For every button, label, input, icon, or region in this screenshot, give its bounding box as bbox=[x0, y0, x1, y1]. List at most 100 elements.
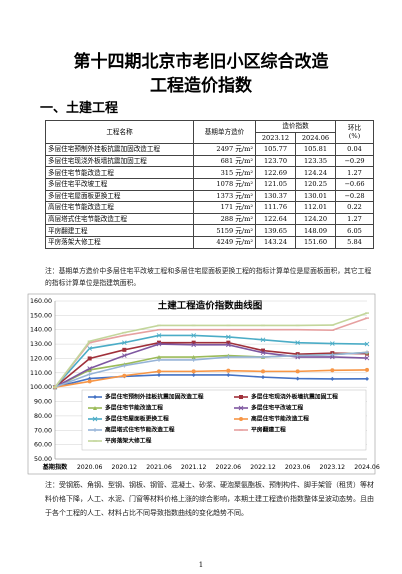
marker bbox=[261, 375, 265, 380]
table-cell: 123.70 bbox=[255, 154, 296, 168]
marker bbox=[156, 333, 162, 338]
marker bbox=[157, 372, 161, 377]
x-tick-label: 2022.12 bbox=[250, 464, 276, 471]
marker bbox=[191, 357, 196, 362]
table-cell: 5159 元/m² bbox=[193, 224, 256, 237]
table-cell: 1078 元/m² bbox=[193, 177, 256, 191]
table-cell: 0.22 bbox=[335, 201, 374, 214]
table-cell: 平房落架大修工程 bbox=[45, 235, 194, 249]
series-line bbox=[54, 334, 368, 388]
marker bbox=[156, 341, 162, 347]
x-tick-label: 2023.12 bbox=[320, 464, 346, 471]
table-cell: 288 元/m² bbox=[193, 212, 256, 226]
marker bbox=[226, 372, 231, 377]
marker bbox=[365, 350, 369, 355]
legend-label: 多层住宅预制外挂板抗震加固改造工程 bbox=[105, 393, 204, 401]
legend-marker bbox=[239, 417, 243, 421]
x-tick-label: 2021.12 bbox=[181, 464, 207, 471]
marker bbox=[191, 340, 196, 345]
y-tick-label: 110.00 bbox=[30, 370, 52, 377]
y-tick-label: 80.00 bbox=[34, 413, 52, 420]
table-cell: 171 元/m² bbox=[193, 201, 256, 214]
marker bbox=[226, 342, 231, 348]
header-cell: 造价指数 bbox=[255, 120, 336, 133]
legend-marker bbox=[239, 395, 243, 399]
table-cell: 多层住宅节能改造工程 bbox=[45, 166, 194, 179]
marker bbox=[295, 369, 300, 374]
table-cell: 高层塔式住宅节能改造工程 bbox=[45, 212, 194, 226]
series-line bbox=[54, 374, 368, 388]
x-tick-label: 2023.06 bbox=[285, 464, 311, 471]
y-tick-label: 130.00 bbox=[30, 341, 52, 348]
table-cell: 1.27 bbox=[335, 166, 374, 179]
marker bbox=[87, 367, 92, 372]
header-cell: 2024.06 bbox=[295, 131, 336, 145]
x-tick-label: 2020.06 bbox=[77, 464, 103, 471]
table-cell: 5.84 bbox=[335, 235, 374, 249]
x-tick-label: 2021.06 bbox=[146, 464, 172, 471]
title-line: 工程造价指数 bbox=[150, 76, 252, 96]
table-row: 多层住宅预制外挂板抗震加固改造工程 2497 元/m² 105.77 105.81 0.… bbox=[45, 143, 374, 156]
legend-marker bbox=[93, 406, 97, 410]
table-cell: 121.05 bbox=[255, 177, 296, 191]
table-cell: 139.65 bbox=[255, 224, 296, 237]
marker bbox=[87, 346, 92, 351]
marker bbox=[295, 353, 300, 358]
table-cell: 6.05 bbox=[335, 224, 374, 237]
header-cell: 工程名称 bbox=[45, 119, 194, 145]
marker bbox=[226, 334, 231, 340]
y-tick-label: 70.00 bbox=[34, 427, 52, 434]
chart: 土建工程造价指数曲线图 50.00 60.00 70.00 80.00 90.00 100… bbox=[27, 293, 380, 475]
marker bbox=[157, 355, 161, 360]
table-cell: 112.01 bbox=[295, 201, 336, 214]
marker bbox=[87, 376, 92, 381]
table-row: 多层住宅节能改造工程 315 元/m² 122.69 124.24 1.27 bbox=[45, 166, 374, 179]
marker bbox=[122, 363, 127, 368]
x-tick-label: 2024.06 bbox=[354, 464, 380, 471]
table-row: 平房翻建工程 5159 元/m² 139.65 148.09 6.05 bbox=[45, 224, 374, 237]
table-cell: 111.76 bbox=[255, 201, 296, 214]
marker bbox=[330, 368, 335, 373]
legend-label: 多层住宅屋面板更换工程 bbox=[105, 415, 169, 423]
y-tick-label: 160.00 bbox=[30, 298, 52, 305]
marker bbox=[87, 366, 92, 371]
x-tick-label: 2020.12 bbox=[112, 464, 138, 471]
legend-marker bbox=[93, 395, 97, 399]
legend-marker bbox=[92, 416, 98, 422]
chart-title: 土建工程造价指数曲线图 bbox=[158, 300, 263, 312]
header-row: 2023.12 2024.06 bbox=[46, 131, 374, 145]
series-line bbox=[54, 312, 368, 388]
index-table: 工程名称 基期单方造价 造价指数 环比 (%) 2023.12 2024.06 … bbox=[45, 119, 374, 249]
marker bbox=[191, 355, 196, 360]
table-cell: 122.69 bbox=[255, 166, 296, 179]
table-cell: 130.37 bbox=[255, 189, 296, 203]
header-cell: 环比 (%) bbox=[335, 119, 374, 145]
table-row: 高层住宅节能改造工程 171 元/m² 111.76 112.01 0.22 bbox=[45, 201, 374, 214]
header-cell: 基期单方造价 bbox=[193, 119, 256, 145]
legend-marker bbox=[238, 405, 244, 411]
page-number: 1 bbox=[198, 561, 204, 569]
table-cell: 122.64 bbox=[255, 212, 296, 226]
marker bbox=[157, 340, 161, 345]
marker bbox=[364, 355, 370, 361]
marker bbox=[191, 333, 196, 338]
marker bbox=[226, 355, 231, 360]
table-cell: 143.24 bbox=[255, 235, 296, 249]
table-cell: 高层住宅节能改造工程 bbox=[45, 201, 194, 214]
table-cell: 多层住宅预制外挂板抗震加固改造工程 bbox=[45, 143, 194, 156]
table-cell: 315 元/m² bbox=[193, 166, 256, 179]
legend-label: 平房落架大修工程 bbox=[105, 437, 152, 445]
marker bbox=[157, 357, 161, 362]
marker bbox=[122, 340, 127, 345]
table-cell: 2497 元/m² bbox=[193, 143, 256, 156]
legend: 多层住宅预制外挂板抗震加固改造工程 多层住宅现浇外板墙抗震加固工程多层住宅节能改造… bbox=[81, 389, 367, 451]
table-row: 高层塔式住宅节能改造工程 288 元/m² 122.64 124.20 1.27 bbox=[45, 212, 374, 226]
table-cell: 120.25 bbox=[295, 177, 336, 191]
footnote: 注：受钢筋、角钢、型钢、钢板、钢管、混凝土、砂浆、硬泡聚氨酯板、预制构件、脚手架… bbox=[45, 481, 374, 517]
marker bbox=[122, 373, 127, 378]
table-cell: −0.28 bbox=[335, 189, 374, 203]
legend-marker bbox=[93, 428, 97, 432]
table-cell: 多层住宅平改坡工程 bbox=[45, 177, 194, 191]
legend-label: 高层住宅节能改造工程 bbox=[251, 415, 309, 423]
table-cell: 1.27 bbox=[335, 212, 374, 226]
